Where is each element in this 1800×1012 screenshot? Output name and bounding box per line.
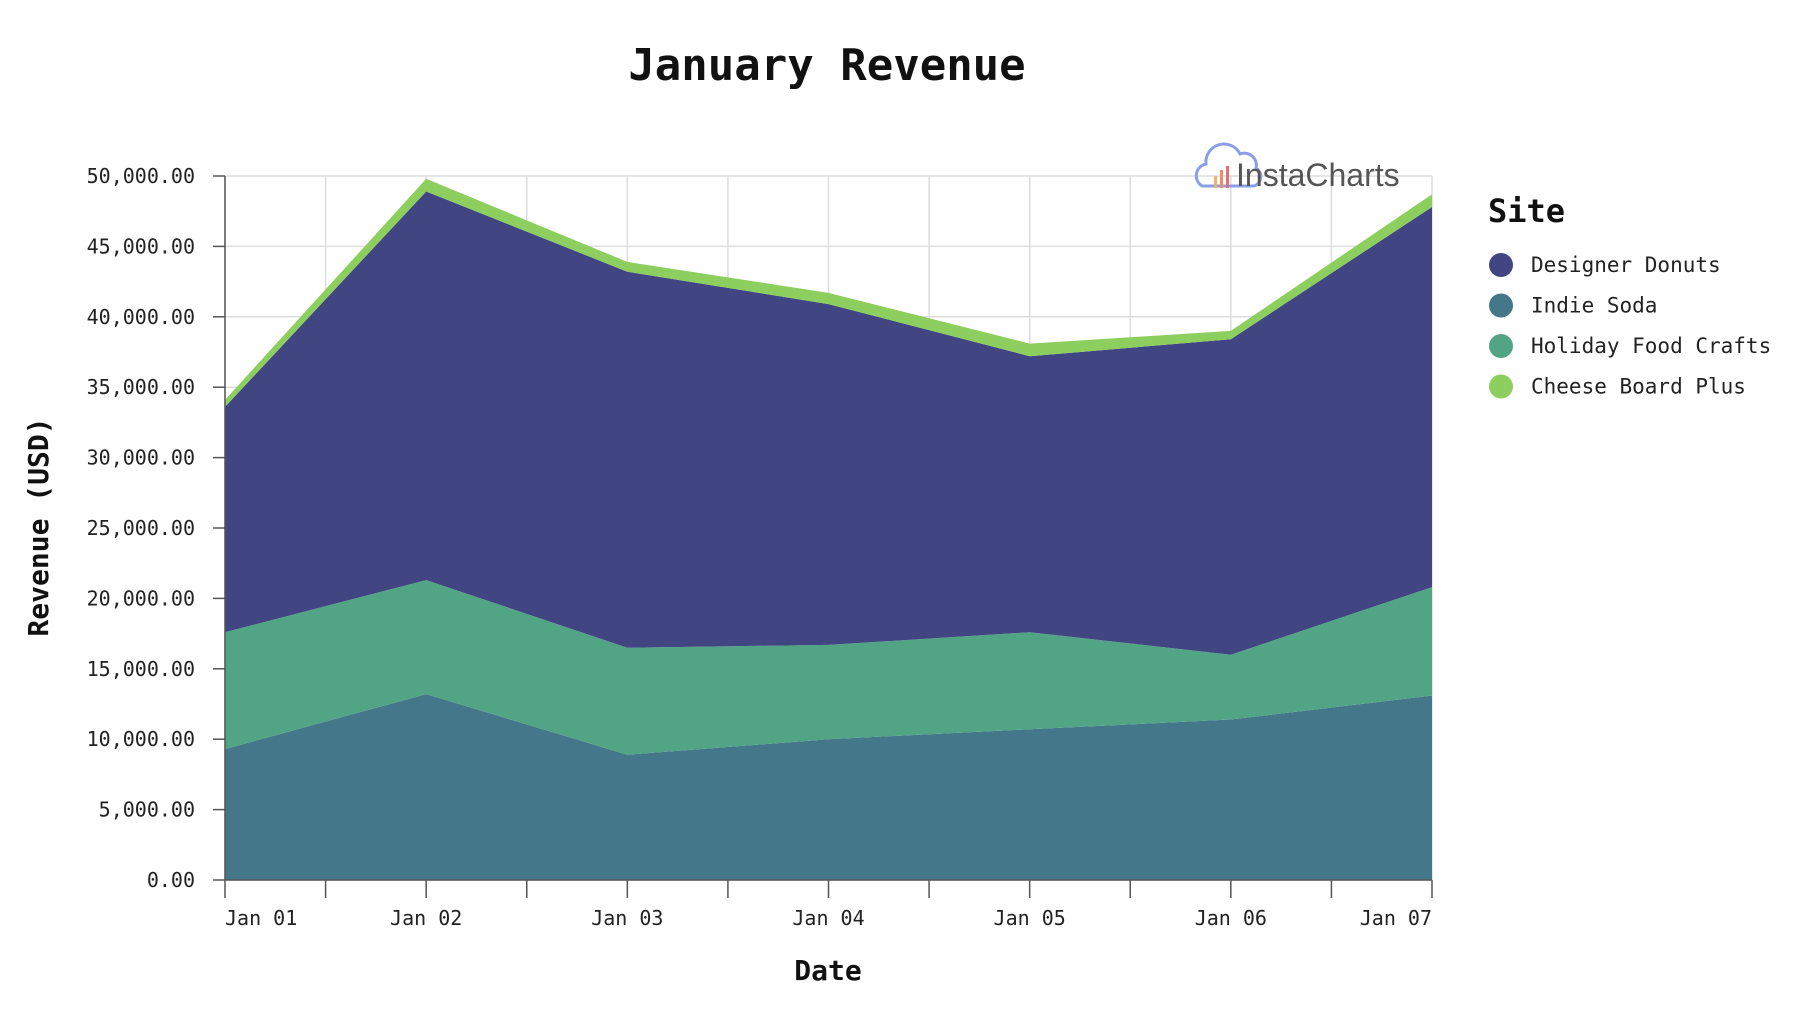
- watermark-text: InstaCharts: [1236, 157, 1400, 193]
- x-axis-title: Date: [794, 954, 861, 987]
- x-tick-label: Jan 01: [225, 906, 297, 930]
- legend-swatch-cheese-board-plus: [1489, 374, 1513, 399]
- y-tick-label: 5,000.00: [99, 798, 195, 822]
- legend: Designer Donuts Indie Soda Holiday Food Cr…: [1489, 253, 1771, 399]
- y-tick-label: 40,000.00: [87, 305, 195, 329]
- area-indie-soda: [225, 694, 1432, 880]
- y-tick-label: 45,000.00: [87, 234, 195, 258]
- x-tick-label: Jan 04: [792, 906, 864, 930]
- y-tick-label: 0.00: [147, 868, 195, 892]
- y-tick-label: 10,000.00: [87, 727, 195, 751]
- x-tick-labels: Jan 01 Jan 02 Jan 03 Jan 04 Jan 05 Jan 06 Jan …: [225, 906, 1432, 930]
- y-axis-title: Revenue (USD): [22, 417, 55, 636]
- legend-label-designer-donuts: Designer Donuts: [1531, 253, 1721, 277]
- x-tick-label: Jan 05: [994, 906, 1066, 930]
- legend-swatch-holiday-food-crafts: [1489, 334, 1513, 358]
- legend-label-cheese-board-plus: Cheese Board Plus: [1531, 375, 1746, 399]
- cloud-bar-chart-icon: [1194, 142, 1263, 188]
- legend-label-indie-soda: Indie Soda: [1531, 294, 1657, 318]
- legend-title: Site: [1488, 192, 1565, 230]
- y-tick-label: 20,000.00: [87, 586, 195, 610]
- y-tick-label: 35,000.00: [87, 375, 195, 399]
- x-tick-label: Jan 02: [390, 906, 462, 930]
- instacharts-watermark: InstaCharts: [1194, 142, 1400, 193]
- y-tick-labels: 0.00 5,000.00 10,000.00 15,000.00 20,000.00 2…: [87, 164, 195, 892]
- x-tick-label: Jan 07: [1360, 906, 1432, 930]
- y-tick-label: 15,000.00: [87, 657, 195, 681]
- area-designer-donuts: [225, 191, 1432, 655]
- legend-swatch-indie-soda: [1489, 293, 1513, 318]
- legend-swatch-designer-donuts: [1489, 253, 1513, 277]
- y-tick-label: 30,000.00: [87, 446, 195, 470]
- x-tick-label: Jan 06: [1195, 906, 1267, 930]
- chart-title: January Revenue: [628, 40, 1025, 91]
- x-tick-label: Jan 03: [591, 906, 663, 930]
- area-holiday-food-crafts: [225, 580, 1432, 755]
- y-tick-label: 25,000.00: [87, 516, 195, 540]
- axes: [213, 175, 1433, 898]
- legend-label-holiday-food-crafts: Holiday Food Crafts: [1531, 334, 1771, 358]
- area-series: [225, 178, 1432, 880]
- y-tick-label: 50,000.00: [87, 164, 195, 188]
